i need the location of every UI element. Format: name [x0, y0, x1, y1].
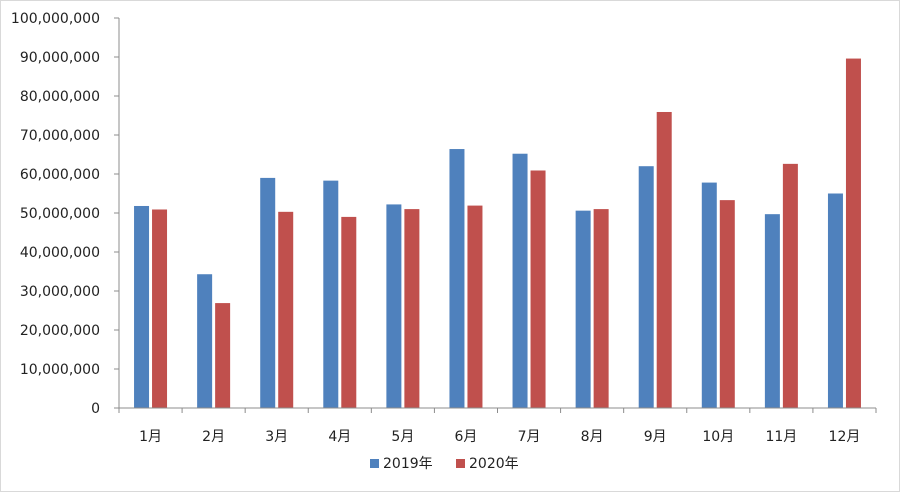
bar-series-1-1 — [215, 303, 231, 408]
bar-series-0-2 — [260, 177, 276, 408]
bar-series-0-6 — [512, 153, 528, 408]
bar-series-0-7 — [575, 210, 591, 408]
y-tick-label: 30,000,000 — [20, 284, 100, 300]
x-axis: 1月 2月 3月 4月 5月 6月 7月 8月 9月 10月 11月 12月 — [118, 407, 877, 445]
y-tick-label: 60,000,000 — [20, 167, 100, 183]
bar-series-1-10 — [782, 163, 798, 408]
y-tick-label: 10,000,000 — [20, 362, 100, 378]
bar-series-1-7 — [593, 209, 609, 408]
y-tick-label: 20,000,000 — [20, 323, 100, 339]
y-axis: 0 10,000,000 20,000,000 30,000,000 40,000,00… — [11, 11, 120, 417]
bar-series-1-0 — [152, 209, 168, 408]
y-tick-label: 90,000,000 — [20, 50, 100, 66]
y-tick-label: 70,000,000 — [20, 128, 100, 144]
bar-series-0-8 — [638, 166, 654, 408]
bar-series-0-10 — [764, 214, 780, 408]
x-category-label: 11月 — [765, 429, 797, 445]
bar-series-0-3 — [323, 180, 339, 408]
bar-series-0-0 — [134, 205, 150, 408]
bar-series-1-4 — [404, 209, 420, 408]
x-category-label: 6月 — [454, 429, 477, 445]
legend-swatch — [370, 459, 379, 468]
x-category-label: 9月 — [644, 429, 667, 445]
x-category-label: 3月 — [265, 429, 288, 445]
bar-series-1-2 — [278, 211, 294, 408]
bar-series-0-1 — [197, 274, 213, 408]
x-category-label: 2月 — [202, 429, 225, 445]
x-category-label: 12月 — [829, 429, 861, 445]
x-category-label: 4月 — [328, 429, 351, 445]
bar-series-1-11 — [845, 58, 861, 409]
bars — [134, 58, 861, 409]
bar-series-0-4 — [386, 204, 402, 408]
bar-series-1-8 — [656, 111, 672, 409]
bar-series-1-5 — [467, 205, 483, 408]
legend-swatch — [456, 459, 465, 468]
x-category-label: 10月 — [702, 429, 734, 445]
legend-label: 2019年 — [383, 456, 433, 472]
legend-label: 2020年 — [469, 456, 519, 472]
y-tick-label: 80,000,000 — [20, 89, 100, 105]
y-tick-label: 0 — [91, 401, 100, 417]
bar-series-0-11 — [827, 193, 843, 408]
x-category-label: 8月 — [581, 429, 604, 445]
x-category-label: 5月 — [391, 429, 414, 445]
y-tick-label: 40,000,000 — [20, 245, 100, 261]
bar-series-0-9 — [701, 182, 717, 408]
bar-series-0-5 — [449, 149, 465, 409]
legend: 2019年 2020年 — [370, 456, 519, 472]
x-category-label: 7月 — [518, 429, 541, 445]
x-category-label: 1月 — [139, 429, 162, 445]
bar-series-1-9 — [719, 200, 735, 408]
bar-series-1-3 — [341, 216, 357, 408]
y-tick-label: 50,000,000 — [20, 206, 100, 222]
bar-series-1-6 — [530, 170, 546, 408]
y-tick-label: 100,000,000 — [11, 11, 100, 27]
